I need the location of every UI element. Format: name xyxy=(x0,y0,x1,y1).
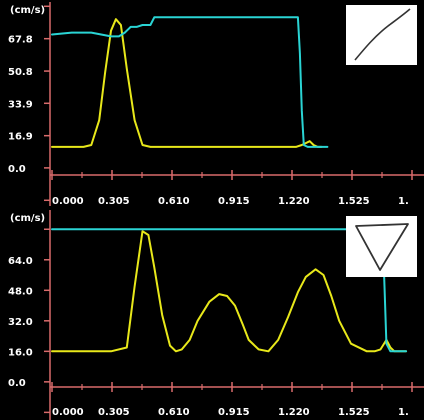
upper-x-tick-label: 0.000 xyxy=(52,196,84,207)
upper-velocity-panel: (cm/s) 67.8 50.8 33.9 16.9 0.0 0.000 0.305 0.6… xyxy=(8,2,424,207)
upper-x-tick-label: 1.525 xyxy=(338,196,370,207)
lower-x-ticks: 0.000 0.305 0.610 0.915 1.220 1.525 1. xyxy=(51,382,413,418)
inverted-triangle-icon xyxy=(355,223,409,271)
upper-y-tick-label: 33.9 xyxy=(8,99,33,110)
upper-traces xyxy=(51,16,329,148)
lower-y-tick-label: 32.0 xyxy=(8,317,33,328)
lower-velocity-trace xyxy=(51,230,408,353)
upper-x-tick-label: 0.915 xyxy=(218,196,250,207)
diagonal-stroke-icon xyxy=(354,8,411,61)
lower-velocity-panel: (cm/s) 64.0 48.0 32.0 16.0 0.0 0.000 0.305 0.6… xyxy=(8,210,424,420)
upper-x-tick-label: 0.305 xyxy=(98,196,130,207)
lower-y-tick-label: 64.0 xyxy=(8,256,33,267)
lower-x-tick-label: 0.915 xyxy=(218,407,250,418)
upper-velocity-trace xyxy=(51,18,323,148)
lower-y-tick-label: 0.0 xyxy=(8,378,26,389)
lower-x-tick-label: 0.000 xyxy=(52,407,84,418)
upper-x-tick-label: 0.610 xyxy=(158,196,190,207)
lower-x-tick-label: 0.610 xyxy=(158,407,190,418)
upper-gate-trace xyxy=(51,16,329,148)
lower-x-tick-label: 0.305 xyxy=(98,407,130,418)
upper-x-tick-label: 1. xyxy=(398,196,409,207)
upper-y-tick-label: 0.0 xyxy=(8,164,26,175)
upper-thumbnail-frame xyxy=(346,5,417,65)
upper-x-tick-label: 1.220 xyxy=(278,196,310,207)
upper-y-ticks: 67.8 50.8 33.9 16.9 0.0 xyxy=(8,5,50,202)
lower-y-tick-label: 16.0 xyxy=(8,347,33,358)
lower-y-tick-label: 48.0 xyxy=(8,286,33,297)
lower-thumbnail xyxy=(346,216,417,277)
upper-y-tick-label: 16.9 xyxy=(8,132,33,143)
upper-y-tick-label: 50.8 xyxy=(8,67,33,78)
upper-y-tick-label: 67.8 xyxy=(8,35,33,46)
lower-x-tick-label: 1. xyxy=(398,407,409,418)
lower-x-tick-label: 1.525 xyxy=(338,407,370,418)
lower-x-tick-label: 1.220 xyxy=(278,407,310,418)
upper-thumbnail xyxy=(346,5,417,65)
upper-x-ticks: 0.000 0.305 0.610 0.915 1.220 1.525 1. xyxy=(51,170,413,207)
lower-y-unit-label: (cm/s) xyxy=(10,213,45,224)
upper-y-unit-label: (cm/s) xyxy=(10,5,45,16)
lower-y-ticks: 64.0 48.0 32.0 16.0 0.0 xyxy=(8,228,50,414)
